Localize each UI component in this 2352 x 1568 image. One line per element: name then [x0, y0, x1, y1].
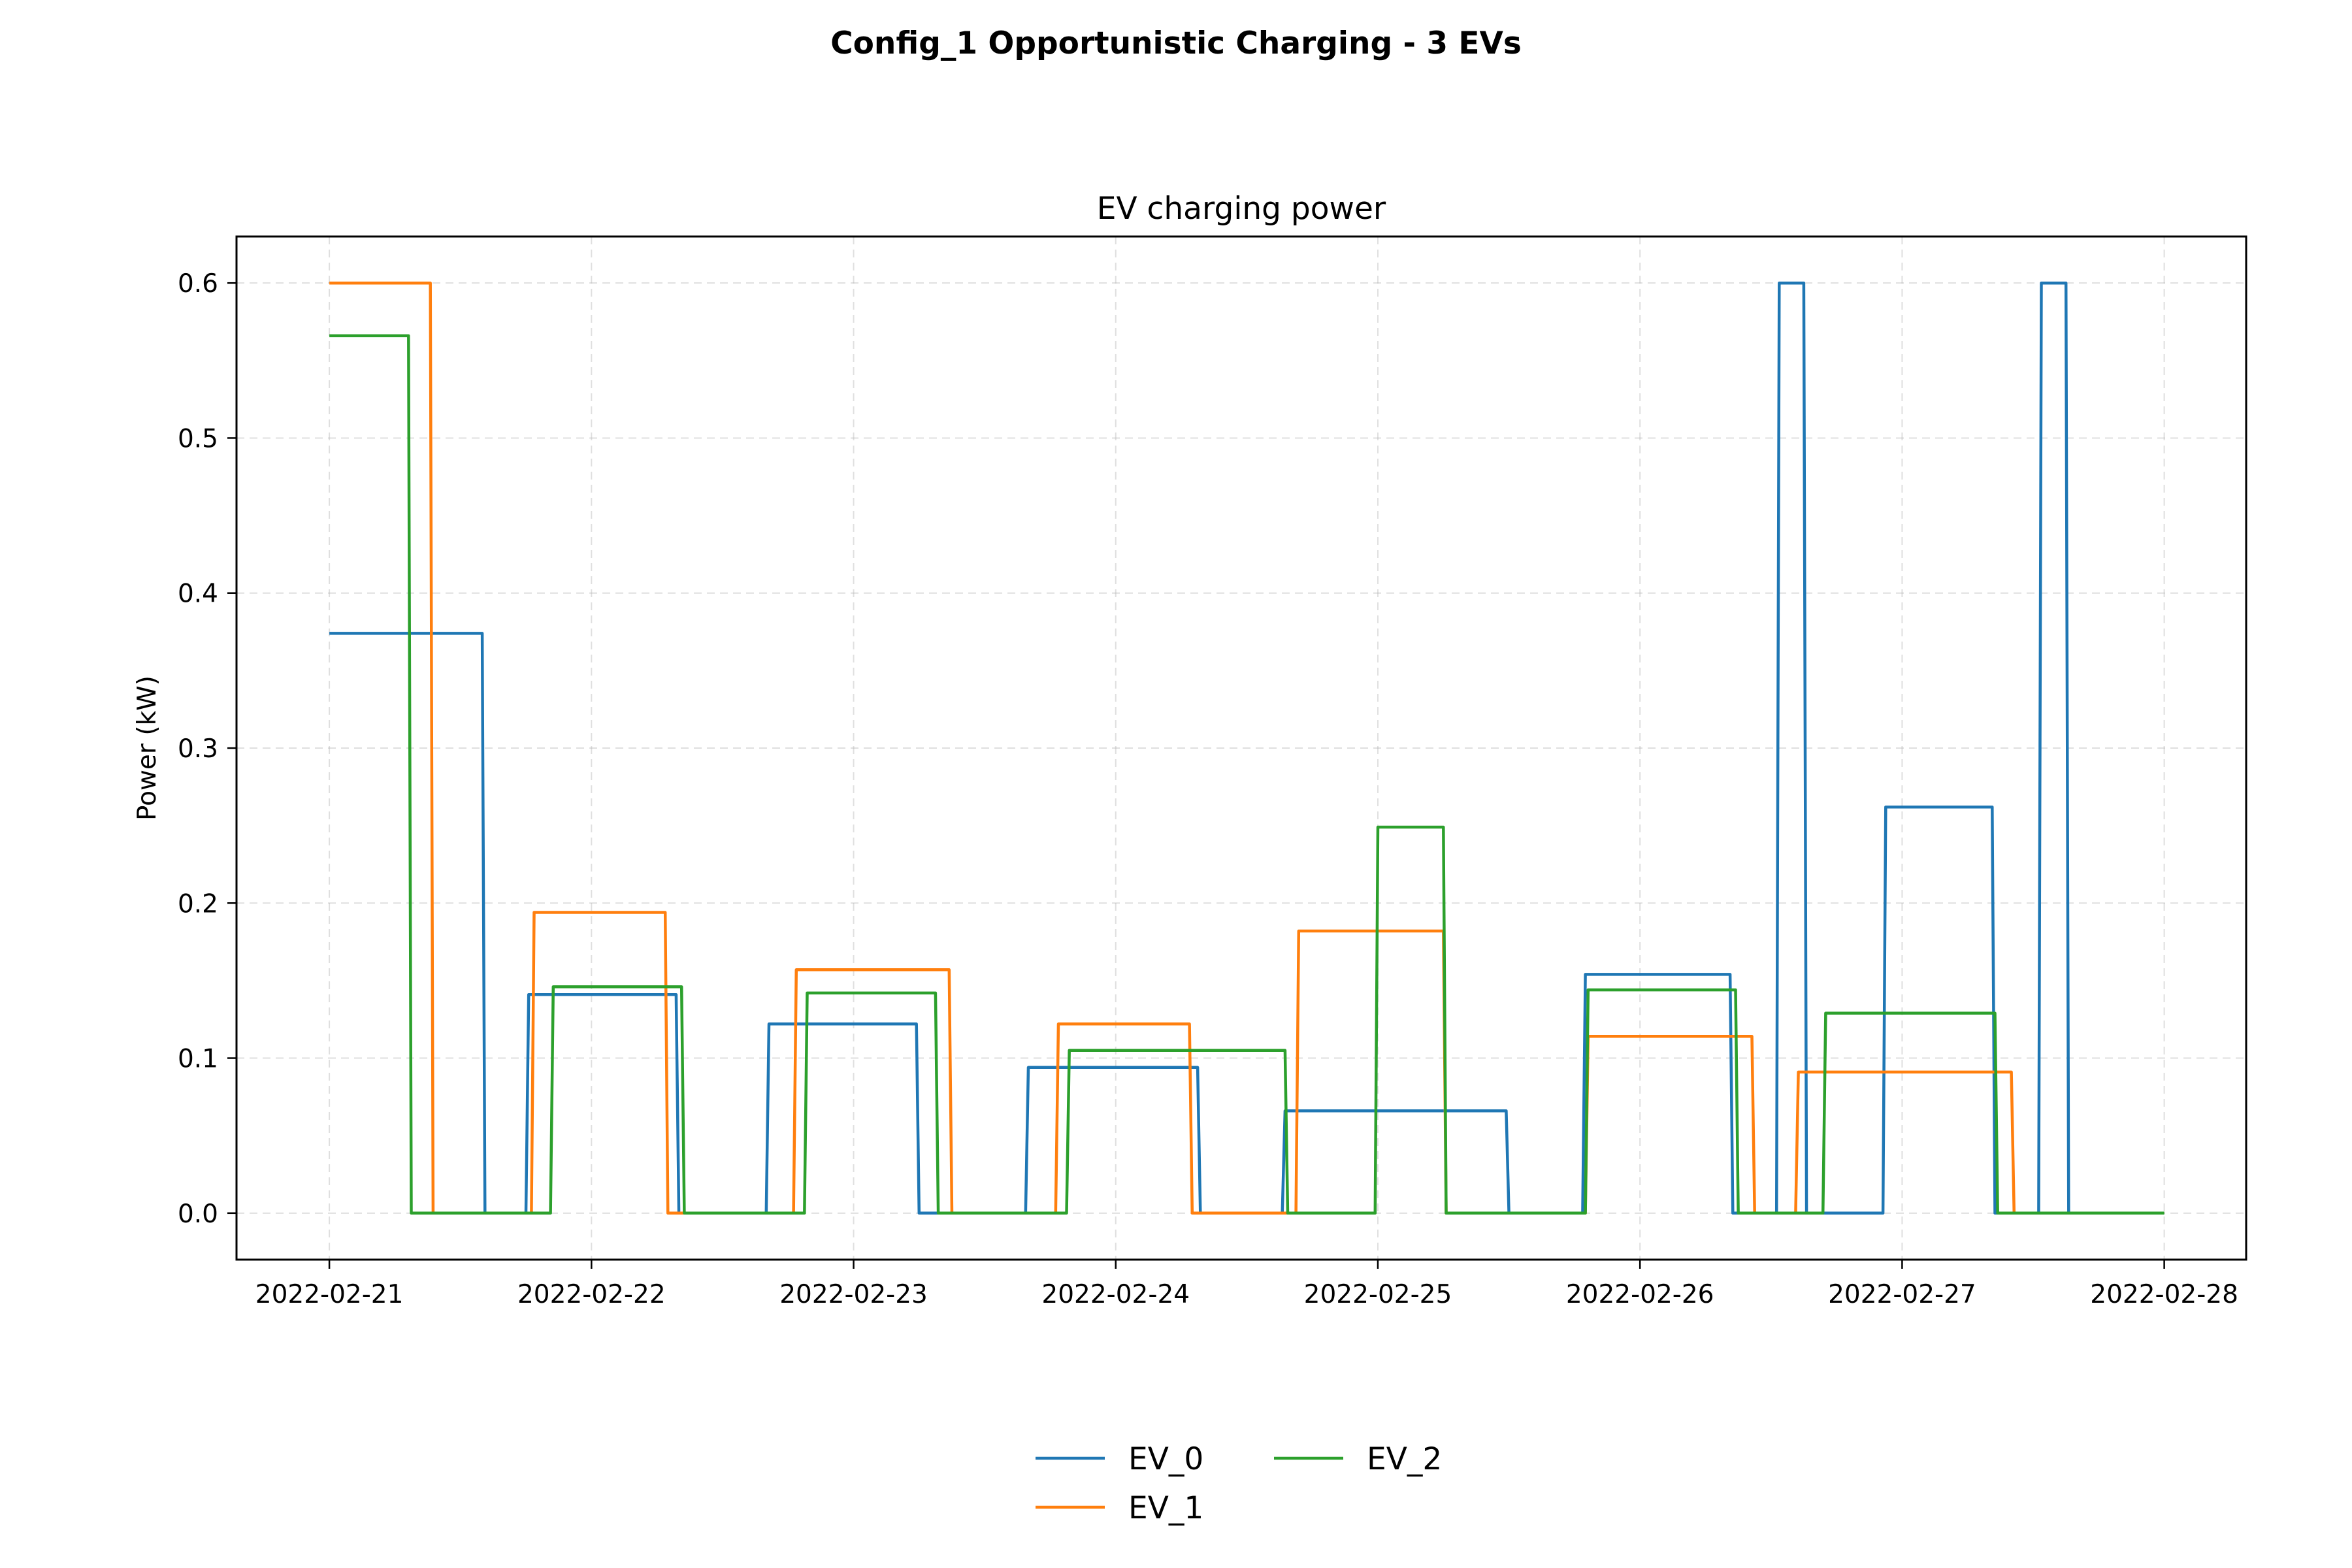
legend-label-ev-2: EV_2: [1367, 1441, 1442, 1477]
y-tick-label: 0.2: [178, 889, 218, 919]
x-tick-label: 2022-02-24: [1041, 1280, 1190, 1309]
grid: [237, 237, 2246, 1260]
y-tick-label: 0.6: [178, 269, 218, 299]
y-tick-label: 0.1: [178, 1045, 218, 1074]
x-tick-label: 2022-02-28: [2090, 1280, 2238, 1309]
y-tick-label: 0.0: [178, 1200, 218, 1229]
axis-ticks: 2022-02-21 2022-02-22 2022-02-23 2022-02-24…: [178, 269, 2238, 1309]
legend: EV_0 EV_1 EV_2: [1036, 1441, 1442, 1526]
x-tick-label: 2022-02-21: [255, 1280, 404, 1309]
plot-area: [329, 281, 2164, 1215]
x-tick-label: 2022-02-22: [517, 1280, 666, 1309]
legend-label-ev-0: EV_0: [1128, 1441, 1203, 1477]
y-axis-label: Power (kW): [133, 676, 162, 821]
y-tick-label: 0.3: [178, 734, 218, 764]
x-tick-label: 2022-02-25: [1304, 1280, 1452, 1309]
y-tick-label: 0.4: [178, 580, 218, 609]
figure-title: Config_1 Opportunistic Charging - 3 EVs: [830, 25, 1522, 61]
x-tick-label: 2022-02-27: [1828, 1280, 1976, 1309]
y-tick-label: 0.5: [178, 424, 218, 453]
series-line-ev-0: [329, 281, 2164, 1215]
x-tick-label: 2022-02-23: [779, 1280, 928, 1309]
legend-label-ev-1: EV_1: [1128, 1490, 1203, 1526]
x-tick-label: 2022-02-26: [1566, 1280, 1714, 1309]
axes-title: EV charging power: [1097, 191, 1386, 227]
series-line-ev-2: [329, 334, 2164, 1215]
